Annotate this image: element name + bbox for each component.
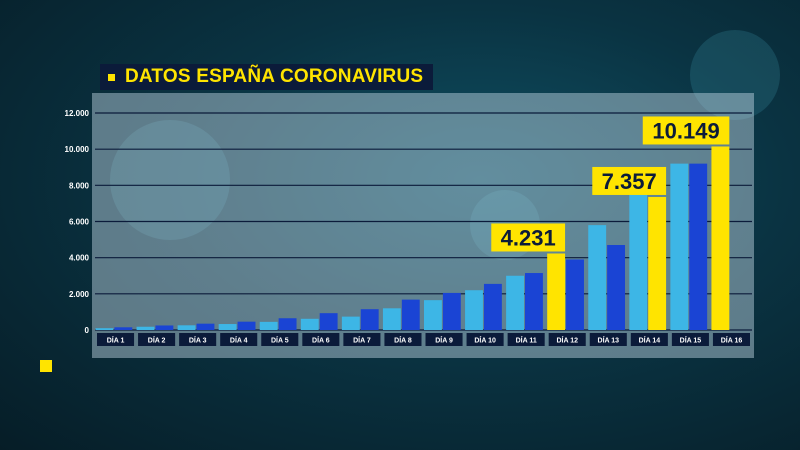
bar — [278, 318, 297, 330]
highlight-box — [491, 223, 566, 252]
bar — [442, 292, 461, 330]
x-label-box — [630, 333, 668, 346]
bar — [547, 253, 566, 330]
bars — [95, 146, 730, 330]
bar — [670, 163, 689, 330]
bar — [196, 323, 215, 330]
y-tick-label: 10.000 — [65, 145, 90, 154]
x-label-box — [97, 333, 135, 346]
x-label-box — [138, 333, 176, 346]
bar — [155, 325, 174, 330]
bar — [689, 163, 708, 330]
x-label-box — [179, 333, 217, 346]
bar — [259, 321, 278, 330]
x-tick-label: DÍA 2 — [148, 336, 166, 345]
bar — [506, 275, 525, 330]
highlight-labels: 4.231 7.357 10.149 — [491, 116, 730, 252]
x-label-box — [466, 333, 504, 346]
virus-background-shape — [110, 120, 230, 240]
x-label-box — [589, 333, 627, 346]
bar — [525, 273, 543, 330]
x-tick-label: DÍA 5 — [271, 336, 289, 345]
virus-background-shape — [690, 30, 780, 120]
y-tick-label: 8.000 — [69, 181, 90, 190]
corner-marker — [40, 360, 52, 372]
x-axis-labels: DÍA 1 DÍA 2 DÍA 3 DÍA 4 DÍA 5 DÍA 6 DÍA 7 DÍA 8… — [97, 333, 750, 346]
bar — [588, 225, 607, 330]
bar — [424, 300, 442, 330]
bar — [114, 327, 133, 330]
x-tick-label: DÍA 15 — [680, 336, 702, 345]
y-tick-label: 0 — [85, 326, 90, 335]
bar — [566, 259, 584, 330]
x-tick-label: DÍA 6 — [312, 336, 330, 345]
x-tick-label: DÍA 14 — [639, 336, 661, 345]
x-tick-label: DÍA 1 — [107, 336, 125, 345]
bar — [319, 313, 338, 330]
x-tick-label: DÍA 8 — [394, 336, 412, 345]
bar — [360, 309, 379, 330]
x-label-box — [220, 333, 258, 346]
bar — [95, 328, 114, 330]
chart-title: DATOS ESPAÑA CORONAVIRUS — [125, 66, 424, 87]
x-label-box — [712, 333, 750, 346]
title-bullet — [108, 73, 115, 81]
bar — [237, 321, 256, 330]
bar — [401, 299, 420, 330]
highlight-value-label: 4.231 — [501, 225, 556, 250]
bar — [300, 318, 319, 330]
x-tick-label: DÍA 4 — [230, 336, 248, 345]
x-tick-label: DÍA 10 — [474, 336, 496, 345]
y-tick-label: 4.000 — [69, 254, 90, 263]
y-axis-ticks: 0 2.000 4.000 6.000 8.000 10.000 12.000 — [65, 109, 90, 335]
y-tick-label: 12.000 — [65, 109, 90, 118]
x-label-box — [261, 333, 299, 346]
x-tick-label: DÍA 3 — [189, 336, 207, 345]
x-tick-label: DÍA 11 — [516, 336, 537, 345]
bar — [341, 316, 360, 330]
bar — [465, 290, 483, 330]
bar — [218, 324, 237, 330]
x-tick-label: DÍA 16 — [721, 336, 743, 345]
x-label-box — [425, 333, 463, 346]
bar — [648, 196, 667, 330]
x-tick-label: DÍA 9 — [435, 336, 453, 345]
bar — [177, 325, 196, 330]
x-label-box — [507, 333, 545, 346]
bar — [382, 308, 401, 330]
x-label-box — [302, 333, 340, 346]
bar — [483, 283, 502, 330]
x-tick-label: DÍA 12 — [556, 336, 578, 345]
bar — [629, 188, 648, 330]
x-tick-label: DÍA 7 — [353, 336, 371, 345]
highlight-box — [592, 166, 667, 195]
highlight-value-label: 7.357 — [602, 169, 657, 194]
bar — [711, 146, 730, 330]
highlight-value-label: 10.149 — [652, 118, 719, 143]
x-label-box — [384, 333, 422, 346]
bar — [136, 326, 155, 330]
y-tick-label: 6.000 — [69, 218, 90, 227]
y-tick-label: 2.000 — [69, 290, 90, 299]
x-tick-label: DÍA 13 — [598, 336, 620, 345]
x-label-box — [671, 333, 709, 346]
x-label-box — [548, 333, 586, 346]
bar — [607, 245, 626, 330]
highlight-box — [642, 116, 730, 145]
x-label-box — [343, 333, 381, 346]
chart-title-bar: DATOS ESPAÑA CORONAVIRUS — [100, 64, 434, 90]
